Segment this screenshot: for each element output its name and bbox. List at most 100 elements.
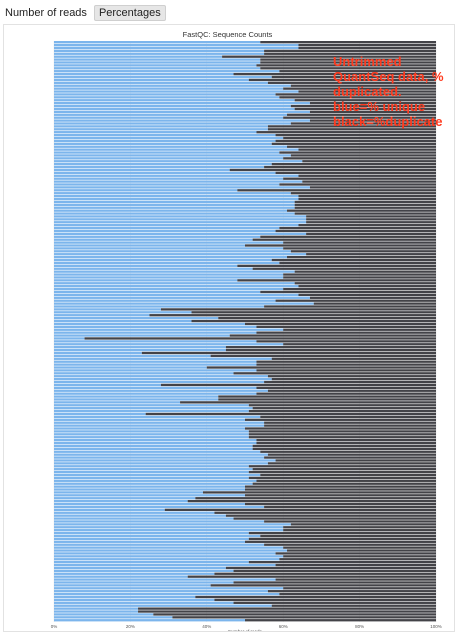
bar-unique[interactable] [54, 122, 291, 125]
bar-duplicate[interactable] [260, 67, 436, 70]
bar-duplicate[interactable] [229, 334, 436, 337]
bar-duplicate[interactable] [287, 209, 436, 212]
bar-duplicate[interactable] [271, 163, 436, 166]
bar-unique[interactable] [54, 427, 245, 430]
bar-duplicate[interactable] [275, 93, 436, 96]
bar-duplicate[interactable] [271, 377, 436, 381]
bar-duplicate[interactable] [283, 241, 436, 244]
bar-duplicate[interactable] [267, 590, 436, 593]
bar-duplicate[interactable] [233, 601, 436, 604]
bar-unique[interactable] [54, 206, 295, 209]
bar-duplicate[interactable] [218, 398, 436, 401]
bar-unique[interactable] [54, 424, 265, 427]
bar-duplicate[interactable] [141, 351, 437, 355]
bar-unique[interactable] [54, 46, 299, 50]
bar-unique[interactable] [54, 494, 245, 497]
bar-duplicate[interactable] [237, 189, 436, 192]
bar-duplicate[interactable] [294, 206, 436, 209]
bar-duplicate[interactable] [294, 203, 436, 206]
bar-duplicate[interactable] [252, 407, 436, 410]
bar-unique[interactable] [54, 93, 276, 96]
bar-duplicate[interactable] [252, 267, 436, 270]
bar-unique[interactable] [54, 343, 284, 346]
bar-duplicate[interactable] [306, 215, 436, 218]
bar-unique[interactable] [54, 113, 288, 116]
bar-duplicate[interactable] [256, 131, 436, 134]
bar-unique[interactable] [54, 497, 196, 500]
bar-unique[interactable] [54, 107, 295, 111]
bar-unique[interactable] [54, 49, 265, 53]
bar-duplicate[interactable] [84, 337, 436, 340]
bar-duplicate[interactable] [225, 348, 436, 352]
bar-unique[interactable] [54, 290, 261, 294]
bar-unique[interactable] [54, 491, 203, 494]
bar-unique[interactable] [54, 447, 253, 451]
bar-duplicate[interactable] [302, 180, 436, 183]
bar-unique[interactable] [54, 238, 253, 241]
bar-duplicate[interactable] [145, 412, 436, 416]
bar-unique[interactable] [54, 560, 249, 564]
bar-unique[interactable] [54, 514, 226, 517]
bar-unique[interactable] [54, 328, 284, 331]
bar-unique[interactable] [54, 52, 265, 55]
bar-unique[interactable] [54, 226, 280, 230]
bar-unique[interactable] [54, 302, 314, 305]
bar-duplicate[interactable] [264, 520, 436, 523]
bar-duplicate[interactable] [298, 174, 436, 177]
bar-duplicate[interactable] [287, 549, 436, 552]
bar-unique[interactable] [54, 142, 272, 145]
bar-unique[interactable] [54, 43, 299, 47]
bar-unique[interactable] [54, 578, 276, 581]
bar-unique[interactable] [54, 331, 257, 334]
bar-duplicate[interactable] [248, 78, 436, 82]
bar-unique[interactable] [54, 64, 257, 67]
bar-unique[interactable] [54, 253, 307, 256]
bar-unique[interactable] [54, 584, 211, 587]
bar-unique[interactable] [54, 314, 150, 317]
bar-unique[interactable] [54, 282, 295, 285]
bar-duplicate[interactable] [233, 517, 436, 520]
bar-duplicate[interactable] [233, 581, 436, 584]
bar-unique[interactable] [54, 375, 268, 378]
bar-unique[interactable] [54, 319, 192, 323]
bar-unique[interactable] [54, 145, 288, 148]
bar-duplicate[interactable] [225, 346, 436, 349]
bar-duplicate[interactable] [245, 488, 436, 491]
bar-duplicate[interactable] [283, 546, 436, 549]
bar-unique[interactable] [54, 529, 284, 532]
bar-unique[interactable] [54, 453, 268, 456]
bar-duplicate[interactable] [256, 340, 436, 343]
bar-unique[interactable] [54, 316, 219, 320]
bar-unique[interactable] [54, 555, 284, 558]
bar-duplicate[interactable] [248, 430, 436, 433]
bar-unique[interactable] [54, 360, 257, 363]
bar-duplicate[interactable] [245, 619, 436, 622]
bar-duplicate[interactable] [237, 264, 436, 267]
bar-duplicate[interactable] [279, 70, 436, 73]
bar-duplicate[interactable] [283, 136, 436, 140]
bar-unique[interactable] [54, 221, 307, 224]
bar-duplicate[interactable] [275, 552, 436, 555]
bar-duplicate[interactable] [283, 273, 436, 276]
bar-duplicate[interactable] [260, 61, 436, 64]
bar-duplicate[interactable] [306, 221, 436, 224]
bar-duplicate[interactable] [294, 200, 436, 204]
bar-unique[interactable] [54, 116, 284, 119]
bar-duplicate[interactable] [283, 177, 436, 180]
bar-duplicate[interactable] [245, 494, 436, 497]
bar-unique[interactable] [54, 203, 295, 206]
bar-duplicate[interactable] [298, 46, 436, 50]
bar-duplicate[interactable] [210, 354, 436, 358]
bar-duplicate[interactable] [153, 613, 436, 616]
bar-unique[interactable] [54, 250, 291, 253]
bar-unique[interactable] [54, 523, 291, 526]
bar-unique[interactable] [54, 479, 257, 482]
bar-duplicate[interactable] [279, 151, 436, 154]
bar-unique[interactable] [54, 377, 272, 381]
bar-duplicate[interactable] [290, 122, 436, 125]
bar-unique[interactable] [54, 392, 257, 395]
bar-unique[interactable] [54, 398, 219, 401]
bar-unique[interactable] [54, 183, 280, 186]
bar-unique[interactable] [54, 212, 295, 215]
bar-duplicate[interactable] [248, 560, 436, 564]
